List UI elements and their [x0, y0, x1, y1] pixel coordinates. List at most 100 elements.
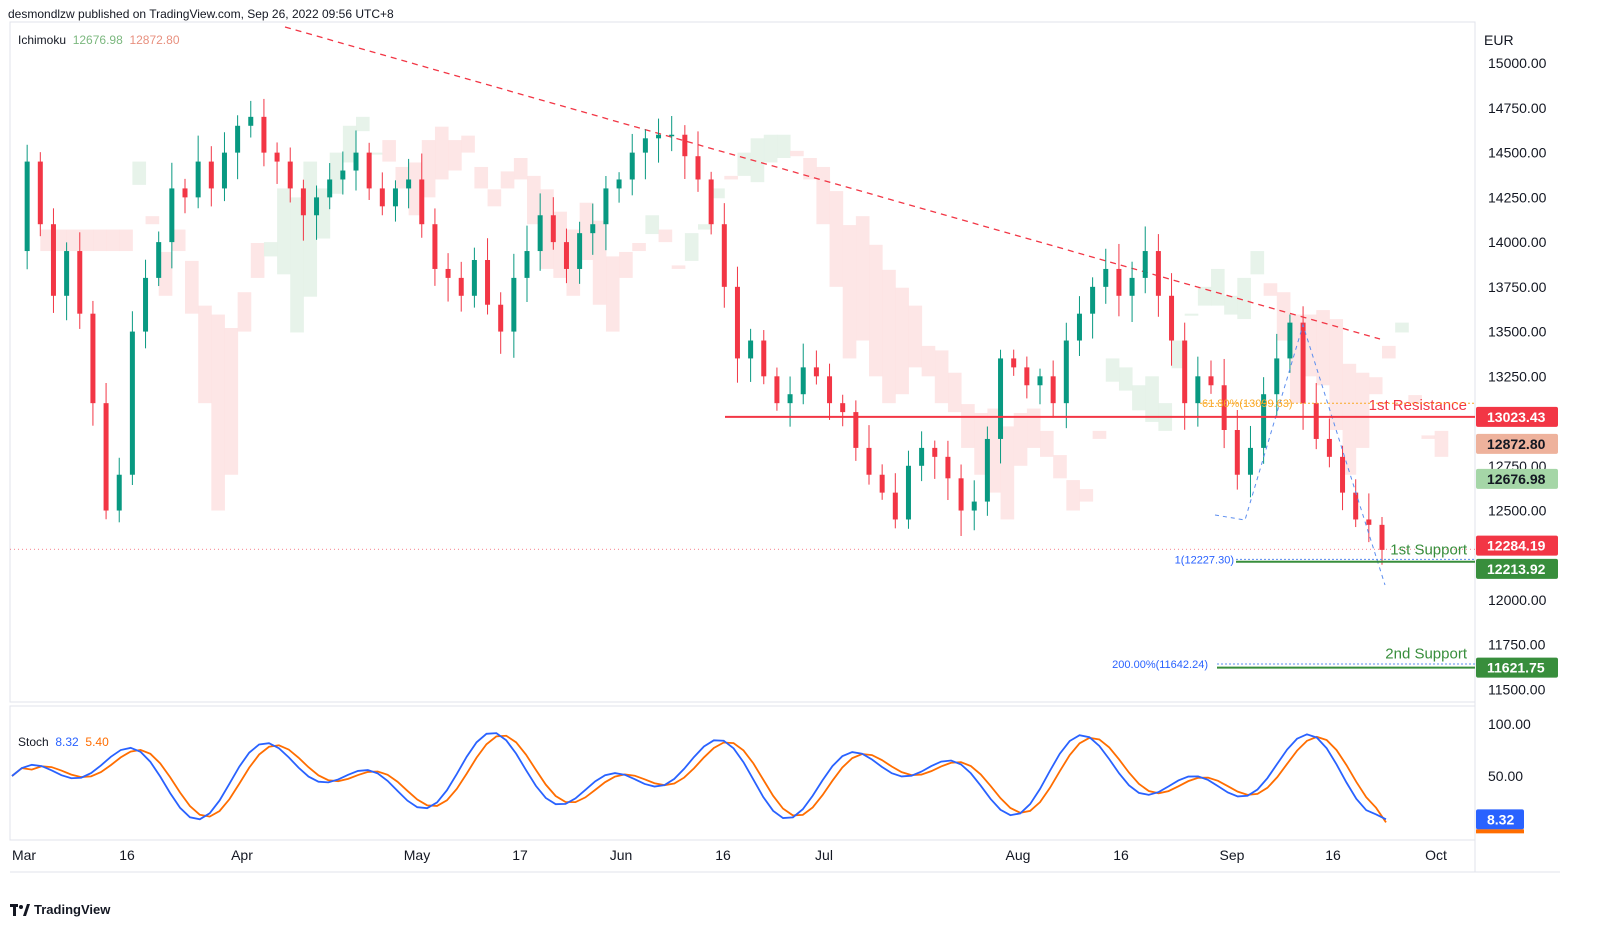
- cloud-segment: [645, 215, 660, 235]
- candle-body: [445, 268, 451, 278]
- stoch-badge-bg: [1476, 809, 1524, 830]
- candle-body: [550, 215, 556, 243]
- candle-body: [905, 465, 911, 520]
- candle-body: [1182, 340, 1188, 404]
- cloud-segment: [145, 216, 160, 225]
- time-tick-label: Jun: [610, 847, 633, 863]
- candle-body: [1287, 322, 1293, 359]
- time-tick-label: Sep: [1220, 847, 1245, 863]
- candle-body: [932, 447, 938, 457]
- cloud-segment: [92, 229, 107, 252]
- cloud-segment: [79, 229, 94, 252]
- fib-1-label: 1(12227.30): [1175, 554, 1234, 566]
- currency-label: EUR: [1484, 32, 1514, 48]
- candle-body: [748, 340, 754, 359]
- candle-body: [1076, 313, 1082, 341]
- cloud-segment: [921, 345, 936, 377]
- cloud-segment: [1263, 283, 1278, 296]
- cloud-segment: [895, 287, 909, 395]
- stoch-label: Stoch: [18, 735, 49, 749]
- candle-body: [1050, 376, 1056, 404]
- candle-body: [524, 251, 530, 278]
- candle-body: [235, 125, 241, 153]
- price-tick-label: 12000.00: [1488, 592, 1547, 608]
- candle-body: [892, 492, 898, 520]
- cloud-segment: [198, 305, 212, 404]
- candle-body: [787, 394, 793, 404]
- candle-body: [50, 224, 56, 296]
- ichimoku-badge-2-bg: [1476, 468, 1558, 489]
- support1-price-badge-bg: [1476, 558, 1558, 579]
- cloud-segment: [185, 260, 199, 314]
- candle-body: [1208, 376, 1214, 386]
- cloud-segment: [855, 216, 870, 341]
- cloud-segment: [553, 211, 567, 278]
- cloud-segment: [869, 244, 883, 377]
- cloud-segment: [1184, 313, 1199, 316]
- cloud-segment: [434, 126, 449, 180]
- price-tick-label: 14500.00: [1488, 145, 1547, 161]
- ichimoku-badge-1: 12872.80: [1487, 436, 1546, 452]
- candle-body: [656, 134, 662, 139]
- candle-body: [327, 179, 333, 198]
- candle-body: [248, 116, 254, 126]
- cloud-segment: [987, 408, 1002, 493]
- candle-body: [366, 152, 372, 189]
- cloud-segment: [1342, 363, 1357, 475]
- stoch-badge: 8.32: [1487, 811, 1514, 827]
- tradingview-logo-icon: [10, 903, 30, 916]
- cloud-segment: [250, 243, 265, 278]
- candle-body: [64, 251, 70, 296]
- cloud-segment: [1329, 319, 1344, 430]
- cloud-segment: [947, 372, 962, 413]
- candle-body: [419, 179, 425, 225]
- cloud-segment: [1040, 430, 1054, 457]
- candle-body: [1261, 394, 1267, 448]
- time-tick-label: Jul: [815, 847, 833, 863]
- cloud-segment: [1289, 314, 1304, 404]
- ichimoku-cloud: [40, 116, 1449, 520]
- candle-body: [182, 188, 188, 198]
- candle-body: [774, 376, 780, 404]
- price-tick-label: 15000.00: [1488, 55, 1547, 71]
- candle-body: [103, 403, 109, 511]
- candle-body: [353, 152, 359, 171]
- cloud-segment: [763, 134, 778, 163]
- cloud-segment: [1066, 480, 1080, 511]
- cloud-segment: [342, 125, 357, 163]
- cloud-segment: [1395, 322, 1409, 333]
- cloud-segment: [934, 350, 949, 404]
- support2-price-badge: 11621.75: [1487, 660, 1545, 676]
- candle-body: [1353, 492, 1359, 520]
- cloud-segment: [592, 220, 607, 305]
- stoch-k-line: [11, 732, 1387, 821]
- stoch-pane-frame: [9, 705, 1476, 841]
- cloud-segment: [658, 229, 673, 243]
- tradingview-brand: TradingView: [34, 902, 111, 917]
- stoch-tick-label: 50.00: [1488, 768, 1523, 784]
- fib-200-label: 200.00%(11642.24): [1112, 659, 1208, 671]
- cloud-segment: [106, 229, 120, 252]
- candle-body: [958, 478, 964, 511]
- cloud-segment: [1053, 455, 1067, 479]
- time-tick-label: 16: [1325, 847, 1341, 863]
- cloud-segment: [211, 314, 225, 511]
- candle-body: [603, 188, 609, 225]
- candle-body: [879, 474, 885, 493]
- cloud-segment: [842, 225, 857, 359]
- candle-body: [300, 188, 306, 216]
- cloud-segment: [1118, 367, 1133, 391]
- candle-body: [866, 447, 872, 475]
- candle-body: [629, 152, 635, 180]
- cloud-segment: [1408, 395, 1422, 404]
- candle-body: [721, 224, 727, 287]
- cloud-segment: [237, 292, 252, 332]
- candle-body: [1090, 286, 1096, 314]
- cloud-segment: [1224, 295, 1238, 315]
- cloud-segment: [1276, 292, 1291, 341]
- stoch-legend: Stoch 8.32 5.40: [18, 735, 109, 749]
- candle-body: [919, 447, 925, 466]
- candle-body: [1195, 376, 1201, 404]
- cloud-segment: [1079, 489, 1094, 502]
